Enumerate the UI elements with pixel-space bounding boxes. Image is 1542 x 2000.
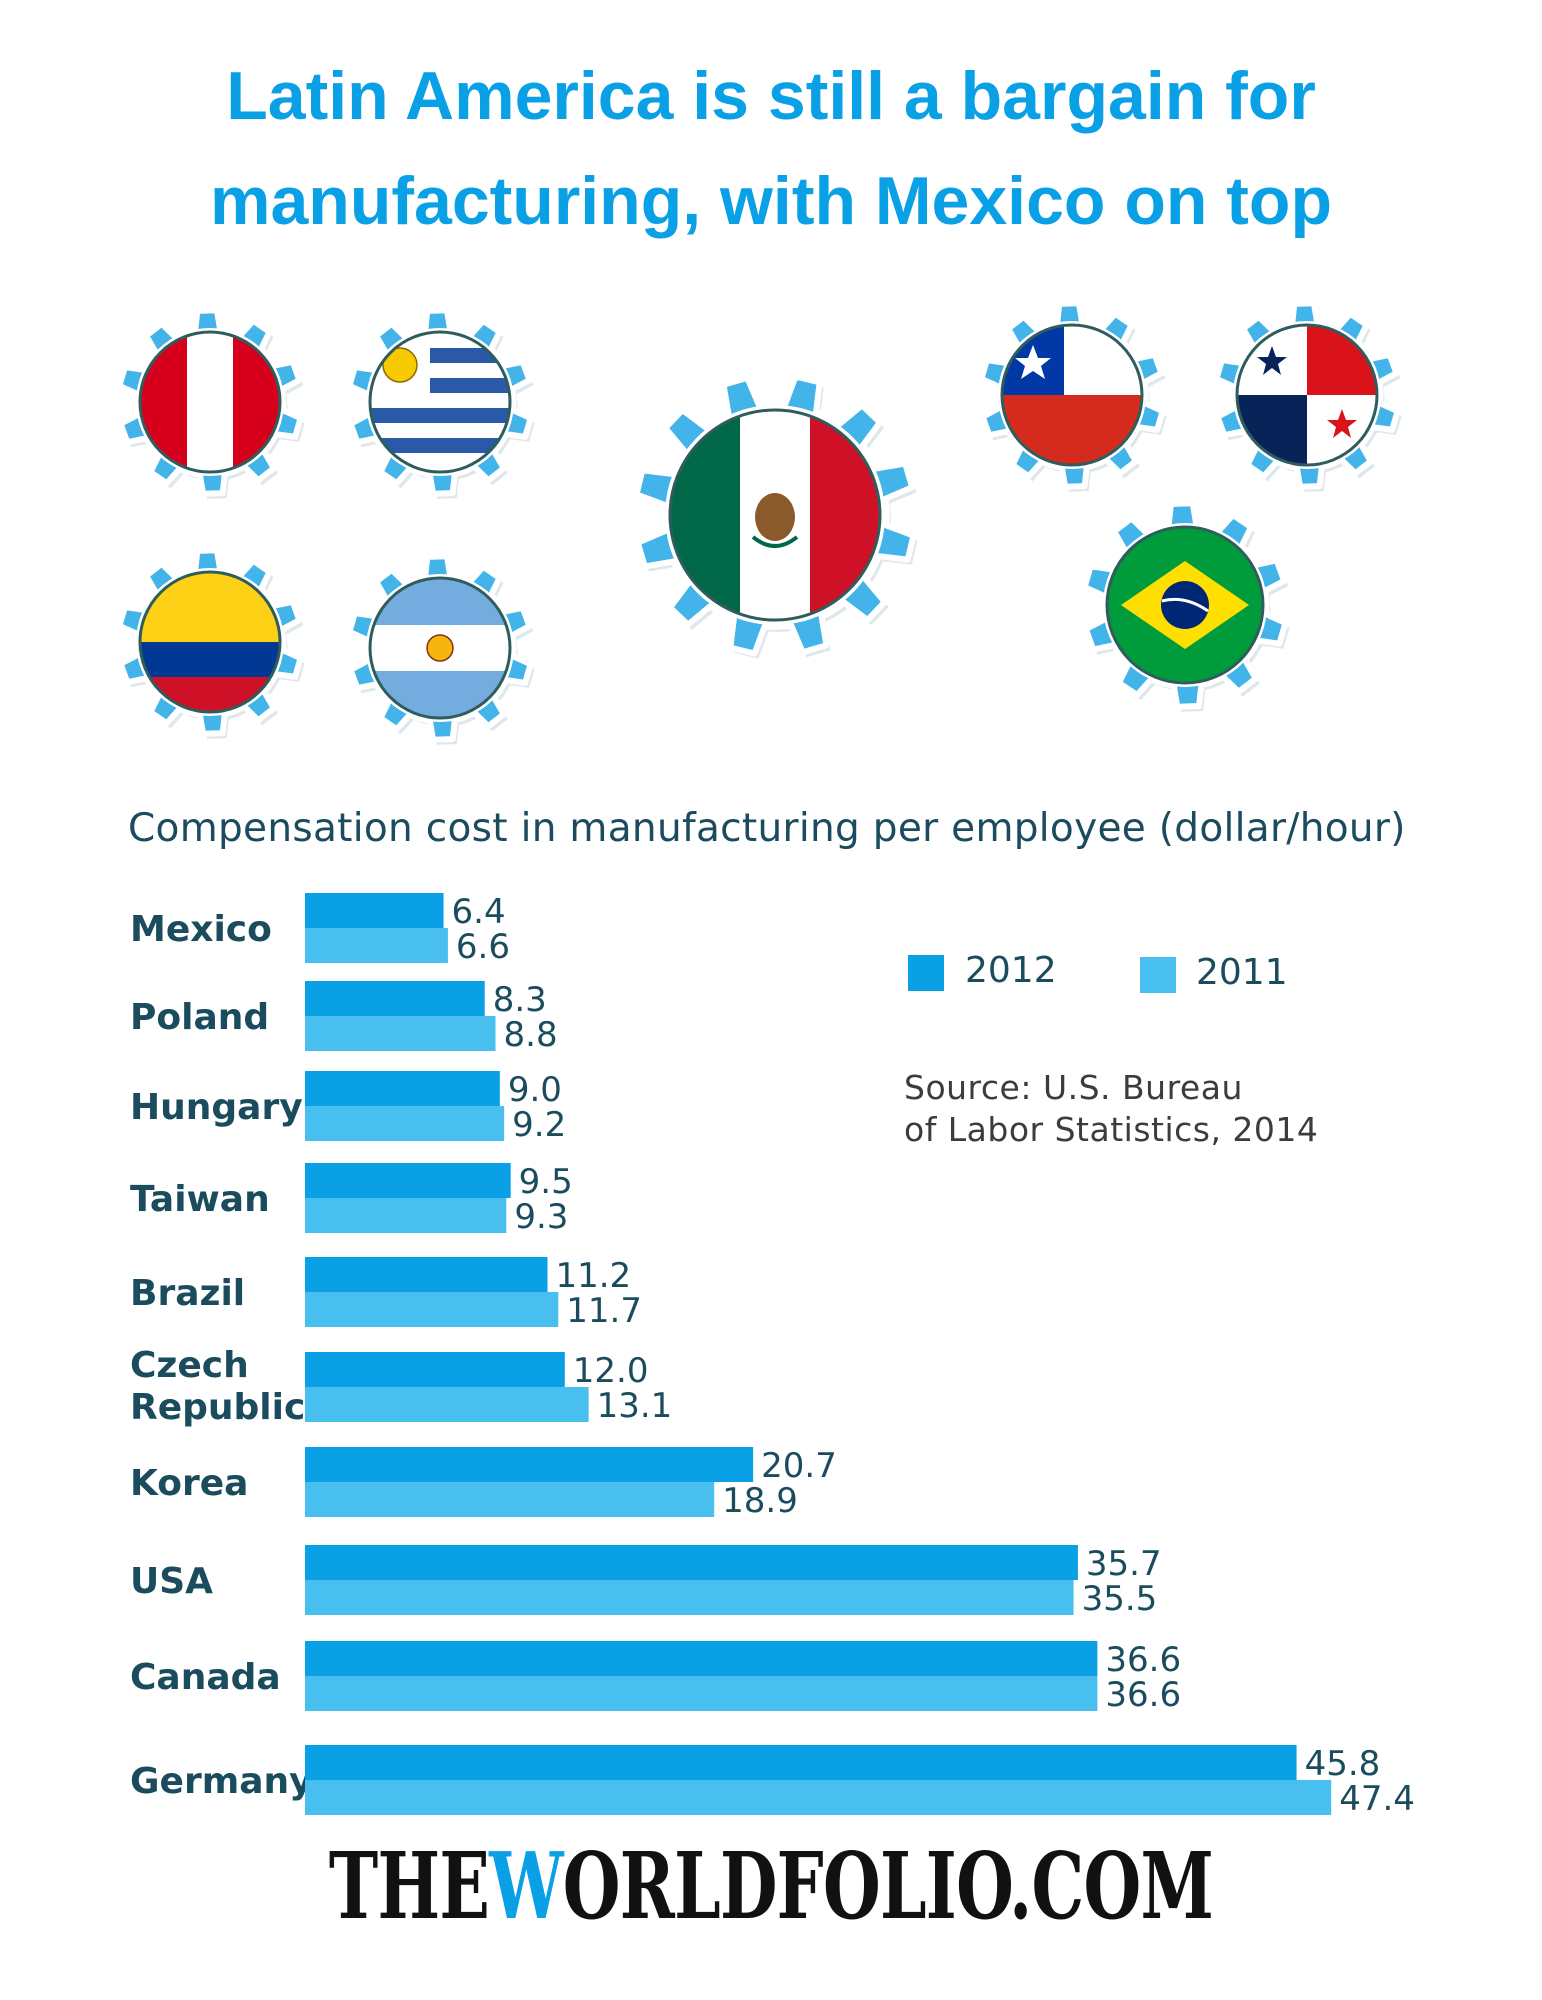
bar-2012 — [305, 1641, 1098, 1676]
bar-value-label: 9.5 — [519, 1162, 573, 1202]
bar-2012 — [305, 893, 444, 928]
bar-value-label: 9.3 — [514, 1197, 568, 1237]
bar-value-label: 36.6 — [1105, 1675, 1181, 1715]
flag-gears-illustration — [116, 300, 1402, 745]
category-label: USA — [130, 1561, 213, 1602]
mexico-flag-gear-icon — [633, 373, 918, 659]
category-label: Germany — [130, 1761, 313, 1802]
category-label: Czech Republic — [130, 1345, 305, 1428]
category-label: Poland — [130, 997, 269, 1038]
uruguay-flag-gear-icon — [346, 307, 535, 499]
category-label: Hungary — [130, 1087, 303, 1128]
bar-2011 — [305, 1292, 559, 1327]
legend-label-2011: 2011 — [1196, 952, 1288, 993]
colombia-flag-gear-icon — [116, 547, 305, 739]
bar-2012 — [305, 1447, 754, 1482]
bar-2012 — [305, 1352, 565, 1387]
bar-2011 — [305, 1106, 505, 1141]
panama-flag-gear-icon — [1213, 300, 1402, 492]
bar-2012 — [305, 1257, 548, 1292]
bar-chart: Mexico 6.46.6 Poland 8.38.8 Hungary 9.09.2 Tai… — [130, 892, 1415, 1819]
bar-value-label: 18.9 — [722, 1481, 798, 1521]
brazil-flag-gear-icon — [1081, 500, 1290, 712]
bar-2011 — [305, 928, 448, 963]
bar-2012 — [305, 981, 485, 1016]
chart-bars-group: Mexico 6.46.6 Poland 8.38.8 Hungary 9.09.2 Tai… — [130, 892, 1415, 1819]
bar-2012 — [305, 1745, 1297, 1780]
brand-text-highlight: W — [489, 1832, 563, 1940]
bar-value-label: 6.6 — [456, 927, 510, 967]
category-label: Brazil — [130, 1273, 245, 1314]
legend-label-2012: 2012 — [965, 950, 1057, 991]
bar-2011 — [305, 1676, 1098, 1711]
category-label: Canada — [130, 1657, 281, 1698]
bar-value-label: 20.7 — [761, 1446, 837, 1486]
bar-2011 — [305, 1580, 1074, 1615]
source-line-1: Source: U.S. Bureau — [904, 1068, 1243, 1107]
brand-logo: THEWORLDFOLIO.COM — [216, 1840, 1326, 1932]
brand-text-after: ORLDFOLIO.COM — [562, 1832, 1214, 1940]
bar-value-label: 45.8 — [1305, 1744, 1381, 1784]
chile-flag-gear-icon — [978, 300, 1167, 492]
bar-value-label: 6.4 — [452, 892, 506, 932]
brand-text-before: THE — [328, 1832, 490, 1940]
page-title-line-2: manufacturing, with Mexico on top — [210, 163, 1332, 239]
bar-value-label: 8.8 — [504, 1015, 558, 1055]
bar-value-label: 11.7 — [566, 1291, 642, 1331]
bar-value-label: 9.0 — [508, 1070, 562, 1110]
bar-value-label: 9.2 — [512, 1105, 566, 1145]
peru-flag-gear-icon — [116, 307, 305, 499]
page-title-line-1: Latin America is still a bargain for — [226, 58, 1316, 134]
bar-value-label: 11.2 — [555, 1256, 631, 1296]
bar-2012 — [305, 1071, 500, 1106]
legend-swatch-2012 — [908, 955, 944, 991]
category-label: Mexico — [130, 909, 272, 950]
bar-value-label: 36.6 — [1105, 1640, 1181, 1680]
category-label: Taiwan — [130, 1179, 270, 1220]
bar-value-label: 47.4 — [1339, 1779, 1415, 1819]
category-label: Korea — [130, 1463, 248, 1504]
bar-value-label: 35.7 — [1086, 1544, 1162, 1584]
source-line-2: of Labor Statistics, 2014 — [904, 1110, 1319, 1149]
bar-value-label: 35.5 — [1082, 1579, 1158, 1619]
bar-2011 — [305, 1780, 1332, 1815]
bar-2012 — [305, 1163, 511, 1198]
bar-value-label: 8.3 — [493, 980, 547, 1020]
legend-swatch-2011 — [1140, 957, 1176, 993]
bar-2011 — [305, 1198, 507, 1233]
argentina-flag-gear-icon — [346, 553, 535, 745]
chart-title: Compensation cost in manufacturing per e… — [128, 806, 1406, 851]
bar-2011 — [305, 1482, 715, 1517]
bar-value-label: 12.0 — [573, 1351, 649, 1391]
bar-2012 — [305, 1545, 1078, 1580]
bar-2011 — [305, 1016, 496, 1051]
bar-value-label: 13.1 — [597, 1386, 673, 1426]
bar-2011 — [305, 1387, 589, 1422]
